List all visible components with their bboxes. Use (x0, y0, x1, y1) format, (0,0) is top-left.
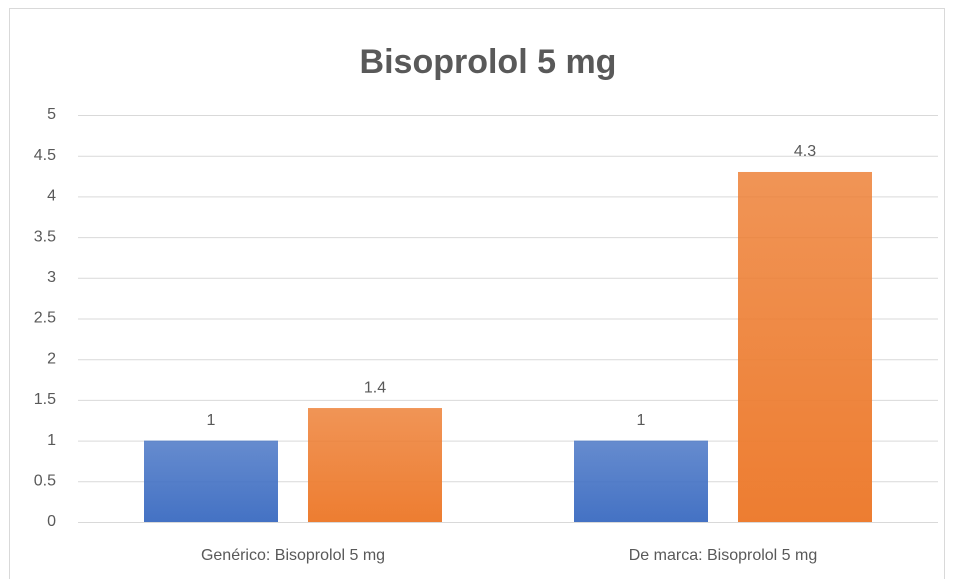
y-tick-label: 5 (47, 106, 56, 123)
chart-title: Bisoprolol 5 mg (360, 43, 617, 81)
bar (574, 440, 708, 522)
y-tick-label: 0.5 (34, 473, 56, 490)
y-tick-label: 1 (47, 432, 56, 449)
y-tick-label: 2 (47, 350, 56, 367)
data-label: 1 (207, 412, 216, 429)
x-tick-label: De marca: Bisoprolol 5 mg (629, 547, 818, 564)
bar (738, 171, 872, 523)
bar (144, 440, 278, 522)
bar (308, 408, 442, 522)
data-label: 1.4 (364, 379, 386, 396)
x-tick-label: Genérico: Bisoprolol 5 mg (201, 547, 385, 564)
data-label: 4.3 (794, 143, 816, 160)
data-label: 1 (637, 412, 646, 429)
y-tick-label: 3 (47, 269, 56, 286)
y-tick-label: 3.5 (34, 228, 56, 245)
y-tick-label: 4.5 (34, 147, 56, 164)
y-tick-label: 2.5 (34, 310, 56, 327)
y-tick-label: 1.5 (34, 391, 56, 408)
y-tick-label: 4 (47, 188, 56, 205)
y-tick-label: 0 (47, 513, 56, 530)
